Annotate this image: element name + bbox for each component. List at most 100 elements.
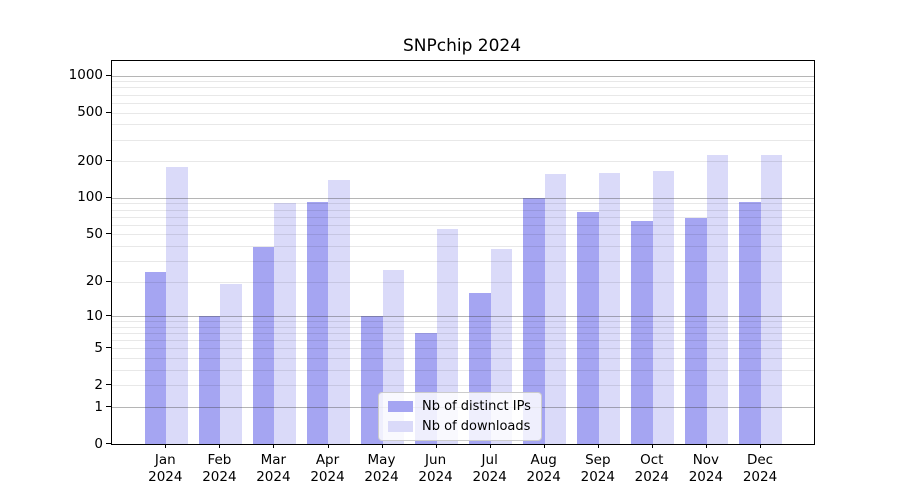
- bar-distinct-ips-dec: [739, 202, 761, 444]
- gridline-5: [112, 348, 814, 350]
- y-tick-mark-200: [106, 160, 111, 162]
- x-tick-mark-sep: [597, 444, 599, 448]
- x-tick-mark-nov: [705, 444, 707, 448]
- legend-swatch-downloads: [388, 421, 413, 432]
- gridline-200: [112, 161, 814, 163]
- bar-downloads-nov: [706, 154, 729, 444]
- gridline-6: [112, 340, 814, 342]
- gridline-100: [112, 197, 814, 199]
- gridline-500: [112, 112, 814, 114]
- gridline-50: [112, 234, 814, 236]
- y-tick-label-20: 20: [85, 273, 103, 290]
- x-tick-label-jul: Jul 2024: [472, 452, 507, 485]
- bar-distinct-ips-jan: [144, 272, 167, 444]
- y-tick-mark-500: [106, 111, 111, 113]
- y-tick-mark-1: [106, 406, 111, 407]
- gridline-3: [112, 370, 814, 372]
- gridline-900: [112, 81, 814, 83]
- gridline-800: [112, 87, 814, 89]
- y-tick-label-500: 500: [77, 104, 103, 120]
- gridline-8: [112, 326, 814, 328]
- x-tick-mark-apr: [327, 444, 329, 448]
- y-tick-label-10: 10: [85, 307, 103, 324]
- bar-downloads-apr: [328, 180, 350, 444]
- bar-distinct-ips-mar: [252, 247, 275, 444]
- x-tick-mark-may: [381, 444, 383, 448]
- gridline-40: [112, 246, 814, 247]
- y-tick-label-50: 50: [85, 225, 103, 242]
- bar-downloads-aug: [544, 174, 567, 444]
- gridline-4: [112, 358, 814, 360]
- x-tick-label-nov: Nov 2024: [688, 452, 724, 485]
- gridline-90: [112, 203, 814, 205]
- gridline-9: [112, 321, 814, 323]
- bar-distinct-ips-feb: [198, 316, 221, 444]
- gridline-1000: [112, 75, 814, 77]
- y-tick-mark-5: [106, 347, 111, 349]
- legend-label-downloads: Nb of downloads: [422, 419, 531, 434]
- gridline-7: [112, 333, 814, 335]
- gridline-700: [112, 94, 814, 96]
- x-tick-mark-jul: [489, 444, 491, 448]
- x-tick-mark-mar: [273, 444, 275, 448]
- bar-downloads-jan: [166, 166, 188, 444]
- legend-swatch-distinct-ips: [388, 401, 413, 412]
- x-tick-label-apr: Apr 2024: [310, 452, 345, 485]
- x-tick-mark-jan: [165, 444, 167, 448]
- x-tick-label-oct: Oct 2024: [634, 452, 669, 485]
- y-tick-mark-1000: [106, 74, 111, 76]
- x-tick-label-dec: Dec 2024: [742, 452, 778, 485]
- y-tick-label-100: 100: [77, 189, 103, 206]
- bar-distinct-ips-oct: [631, 220, 653, 444]
- bar-distinct-ips-apr: [306, 202, 329, 444]
- legend-label-distinct-ips: Nb of distinct IPs: [422, 399, 531, 414]
- x-tick-label-may: May 2024: [364, 452, 399, 485]
- bar-downloads-feb: [220, 284, 242, 444]
- y-tick-label-200: 200: [77, 152, 103, 169]
- bar-distinct-ips-nov: [685, 218, 707, 444]
- legend: Nb of distinct IPs Nb of downloads: [378, 392, 542, 441]
- gridline-2: [112, 385, 814, 387]
- bar-downloads-jun: [436, 229, 459, 444]
- gridline-70: [112, 216, 814, 218]
- gridline-300: [112, 139, 814, 141]
- y-tick-mark-10: [106, 315, 111, 317]
- x-tick-mark-dec: [760, 444, 761, 448]
- x-tick-mark-aug: [543, 444, 545, 448]
- legend-row-downloads: Nb of downloads: [388, 419, 531, 434]
- bar-distinct-ips-may: [361, 316, 383, 444]
- y-tick-mark-100: [106, 196, 111, 198]
- bar-downloads-sep: [598, 173, 621, 444]
- x-tick-label-sep: Sep 2024: [580, 452, 615, 485]
- gridline-30: [112, 260, 814, 262]
- plot-area: [111, 60, 815, 445]
- x-tick-label-feb: Feb 2024: [202, 452, 237, 485]
- x-tick-label-aug: Aug 2024: [526, 452, 561, 485]
- bar-downloads-mar: [274, 203, 296, 444]
- y-tick-label-0: 0: [94, 435, 103, 452]
- legend-row-distinct-ips: Nb of distinct IPs: [388, 399, 531, 414]
- y-tick-label-5: 5: [94, 339, 103, 356]
- gridline-60: [112, 224, 814, 226]
- y-tick-label-1000: 1000: [68, 67, 103, 83]
- x-tick-mark-feb: [219, 444, 221, 448]
- y-tick-label-2: 2: [94, 376, 103, 393]
- y-tick-mark-50: [106, 233, 111, 235]
- chart-title: SNPchip 2024: [402, 36, 522, 56]
- gridline-20: [112, 281, 814, 283]
- x-tick-label-jan: Jan 2024: [148, 452, 183, 485]
- x-tick-label-mar: Mar 2024: [256, 452, 291, 485]
- gridline-80: [112, 209, 814, 211]
- x-tick-mark-oct: [651, 444, 653, 448]
- gridline-10: [112, 316, 814, 318]
- gridline-600: [112, 102, 814, 104]
- bar-distinct-ips-sep: [577, 212, 599, 444]
- y-tick-mark-20: [106, 280, 111, 282]
- x-tick-mark-jun: [435, 444, 437, 448]
- y-tick-mark-2: [106, 384, 111, 386]
- bar-downloads-dec: [760, 154, 783, 444]
- gridline-400: [112, 124, 814, 126]
- y-tick-mark-0: [106, 443, 111, 444]
- y-tick-label-1: 1: [94, 398, 103, 415]
